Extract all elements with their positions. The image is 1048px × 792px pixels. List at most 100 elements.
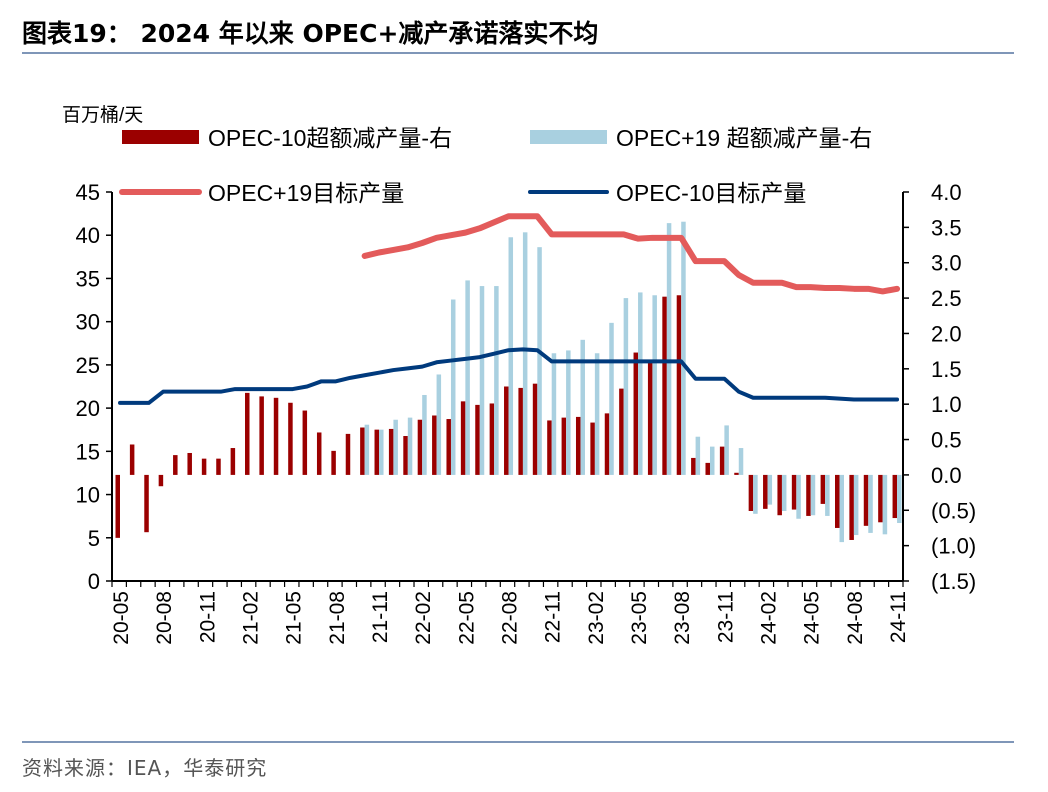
right-tick-label: 3.0 [931,251,962,276]
opec19-excess-bar [537,247,542,475]
opec10-excess-bar [403,436,408,475]
opec10-excess-bar [676,295,682,475]
x-tick-label: 23-05 [628,591,651,645]
right-tick-label: (0.5) [931,498,976,523]
opec10-excess-bar [273,397,279,475]
opec19-excess-bar [393,419,398,475]
lines [118,213,901,405]
opec10-excess-bar [633,352,639,475]
chart-title: 图表19： 2024 年以来 OPEC+减产承诺落实不均 [22,19,599,48]
opec19-excess-bar [422,394,427,475]
opec10-excess-bar [331,450,336,475]
x-tick-label: 24-02 [758,591,781,645]
opec19-excess-bar [825,474,830,516]
opec10-excess-bar [504,386,509,475]
left-tick-label: 30 [76,310,100,335]
opec10-excess-bar [489,403,495,475]
opec10-excess-bar [230,448,236,475]
right-tick-label: 0.5 [931,428,962,453]
opec10-excess-bar [360,427,365,475]
opec10-excess-bar [158,474,164,487]
opec10-excess-bar [201,458,207,475]
opec19-excess-bar [609,322,614,475]
right-tick-label: (1.0) [931,534,976,559]
left-tick-label: 15 [76,439,100,464]
opec19-excess-bar [868,474,873,533]
opec10-excess-bar [129,444,135,475]
opec19-excess-bar [724,425,729,475]
opec10-excess-bar [719,446,725,475]
opec10-excess-bar [791,474,797,510]
opec19-excess-bar [810,474,816,516]
opec10-excess-bar [316,432,322,475]
opec10-excess-bar [532,383,538,475]
source-note: 资料来源：IEA，华泰研究 [22,756,268,780]
opec19-target-line [361,213,901,295]
opec19-excess-bar [853,474,859,536]
right-tick-label: 2.0 [931,321,962,346]
opec19-excess-bar [594,353,600,475]
opec10-excess-bar [820,474,826,504]
opec19-excess-bar [494,286,499,475]
right-tick-label: 0.0 [931,463,962,488]
opec10-excess-bar [115,474,120,538]
opec10-excess-bar [863,474,869,526]
opec10-excess-bar [417,419,423,475]
opec10-excess-bar [763,474,768,509]
legend-label: OPEC+19 超额减产量-右 [616,125,872,151]
opec10-excess-bar [460,401,466,475]
opec10-excess-bar [216,458,221,475]
opec19-excess-bar [897,474,902,524]
opec10-excess-bar [748,474,754,511]
x-tick-label: 24-11 [887,591,910,643]
x-tick-label: 21-05 [283,591,306,645]
opec10-excess-bar [604,413,610,475]
legend-label: OPEC-10超额减产量-右 [208,125,452,151]
x-tick-label: 20-08 [153,591,176,645]
opec19-excess-bar [580,339,585,475]
opec10-excess-bar [475,404,480,475]
opec10-excess-bar [259,396,264,475]
x-tick-label: 23-11 [714,591,737,643]
opec10-excess-bar [892,474,898,519]
opec19-excess-bar [379,429,384,475]
left-tick-label: 20 [76,396,100,421]
x-tick-label: 22-08 [499,591,522,645]
opec10-excess-bar [388,428,394,475]
opec19-excess-bar [796,474,801,519]
left-tick-label: 5 [88,526,100,551]
left-tick-label: 10 [76,483,100,508]
opec10-excess-bar [590,422,595,475]
left-tick-label: 35 [76,266,100,291]
opec19-excess-bar [738,448,744,475]
opec19-excess-bar [839,474,844,543]
opec10-excess-bar [345,433,351,475]
opec10-excess-bar [374,429,380,475]
opec10-excess-bar [518,387,523,475]
opec19-excess-bar [364,424,370,475]
opec10-excess-bar [144,474,149,533]
opec10-excess-bar [835,474,840,528]
bars [115,221,902,543]
x-tick-label: 24-05 [801,591,824,645]
opec10-excess-bar [288,402,293,475]
x-tick-label: 20-05 [110,591,133,645]
x-tick-label: 22-02 [412,591,435,645]
title-divider [22,52,1014,54]
x-tick-label: 21-08 [326,591,349,645]
opec19-excess-bar [753,474,758,514]
opec10-excess-bar [705,462,710,475]
opec10-excess-bar [691,457,696,475]
right-tick-label: 1.0 [931,392,962,417]
x-tick-label: 21-02 [240,591,263,645]
opec10-excess-bar [619,388,624,475]
opec10-excess-bar [647,359,653,475]
opec10-excess-bar [878,474,883,523]
opec19-excess-bar [407,417,413,475]
left-tick-label: 40 [76,223,100,248]
opec10-excess-bar [446,419,451,475]
opec19-excess-bar [450,299,456,475]
right-tick-label: (1.5) [931,569,976,594]
